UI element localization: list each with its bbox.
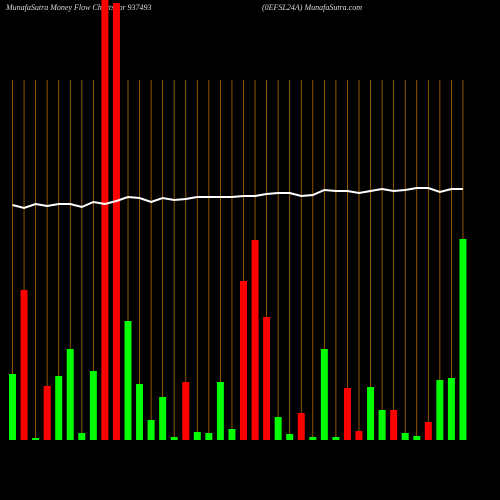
bar: [436, 380, 444, 440]
bar: [367, 387, 375, 440]
bar: [401, 433, 409, 440]
bar: [459, 239, 467, 440]
bar: [147, 420, 155, 440]
bar: [193, 432, 201, 440]
bar: [413, 436, 421, 440]
bar: [355, 431, 363, 440]
bar: [424, 422, 432, 440]
bar: [263, 317, 271, 440]
bar: [320, 349, 328, 440]
bar: [332, 437, 340, 440]
bar: [286, 434, 294, 440]
bar: [20, 290, 28, 440]
flow-line: [12, 187, 463, 210]
chart-subtitle: (0EFSL24A) MunafaSutra.com: [262, 3, 362, 12]
bar: [9, 374, 16, 440]
bar: [159, 397, 167, 440]
bar: [112, 3, 120, 440]
bar: [378, 410, 386, 440]
bar: [43, 386, 51, 440]
bar: [124, 321, 132, 440]
bar: [216, 382, 224, 440]
bar: [297, 413, 305, 440]
bar: [447, 378, 455, 440]
bar: [240, 281, 247, 440]
bar: [390, 410, 398, 440]
bar: [101, 0, 109, 440]
bar: [274, 417, 282, 440]
bar: [309, 437, 317, 440]
bar: [170, 437, 178, 440]
bar: [136, 384, 144, 440]
bar: [66, 349, 74, 440]
bar: [205, 433, 213, 440]
bar: [251, 240, 259, 440]
bar: [343, 388, 351, 440]
bar: [32, 438, 40, 440]
bar: [55, 376, 63, 440]
bar: [228, 429, 236, 440]
bar: [182, 382, 190, 440]
bar: [89, 371, 97, 440]
bar: [78, 433, 86, 440]
chart-title: MunafaSutra Money Flow Charts for 937493: [5, 3, 152, 12]
